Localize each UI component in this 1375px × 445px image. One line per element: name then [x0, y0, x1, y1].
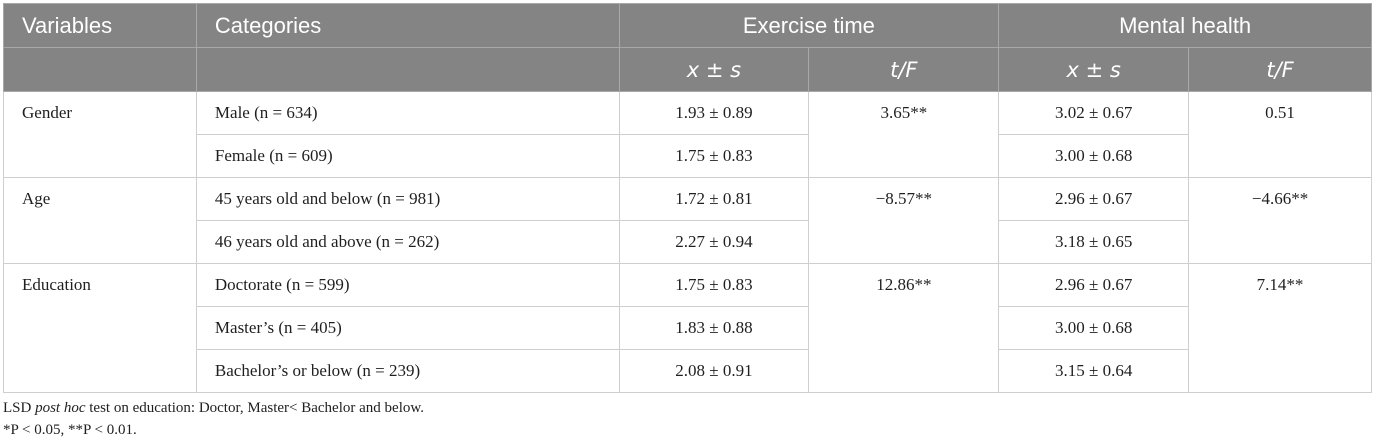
- header-exercise-mean: x ± s: [618, 47, 810, 92]
- mental-stat-cell: −4.66**: [1188, 177, 1372, 264]
- table-footnotes: LSD post hoc test on education: Doctor, …: [3, 397, 424, 441]
- table-row: Age 45 years old and below (n = 981) 1.7…: [3, 177, 1372, 264]
- mental-stat-cell: 0.51: [1188, 91, 1372, 178]
- table-row: Education Doctorate (n = 599) 1.75 ± 0.8…: [3, 263, 1372, 393]
- footnote-posthoc: LSD post hoc test on education: Doctor, …: [3, 397, 424, 419]
- table-body: Gender Male (n = 634) 1.93 ± 0.89 3.65**…: [3, 91, 1372, 393]
- mental-value-cell: 2.96 ± 0.67: [998, 263, 1190, 307]
- table-row: 46 years old and above (n = 262) 2.27 ± …: [4, 220, 1372, 264]
- exercise-value-cell: 1.72 ± 0.81: [618, 177, 810, 221]
- header-mental-mean: x ± s: [998, 47, 1190, 92]
- mental-stat-cell: 7.14**: [1188, 263, 1372, 393]
- exercise-stat-cell: 12.86**: [808, 263, 1000, 393]
- exercise-value-cell: 1.75 ± 0.83: [618, 263, 810, 307]
- category-cell: Master’s (n = 405): [195, 306, 620, 350]
- variable-cell: Gender: [3, 91, 197, 178]
- mental-value-cell: 3.00 ± 0.68: [998, 134, 1190, 178]
- header-variables: Variables: [3, 3, 197, 48]
- category-cell: Bachelor’s or below (n = 239): [195, 349, 620, 393]
- category-cell: 46 years old and above (n = 262): [195, 220, 620, 264]
- header-exercise-stat: t/F: [808, 47, 1000, 92]
- footnote-text: LSD: [3, 400, 36, 416]
- mental-value-cell: 3.15 ± 0.64: [998, 349, 1190, 393]
- header-categories: Categories: [195, 3, 620, 48]
- category-cell: Female (n = 609): [195, 134, 620, 178]
- footnote-emphasis: post hoc: [35, 400, 86, 416]
- table-row: Master’s (n = 405) 1.83 ± 0.88 3.00 ± 0.…: [4, 306, 1372, 350]
- exercise-stat-cell: 3.65**: [808, 91, 1000, 178]
- exercise-stat-cell: −8.57**: [808, 177, 1000, 264]
- variable-cell: Age: [3, 177, 197, 264]
- header-blank-1: [3, 47, 197, 92]
- exercise-value-cell: 1.83 ± 0.88: [618, 306, 810, 350]
- table-header: Variables Categories Exercise time Menta…: [3, 3, 1372, 92]
- table-row: Gender Male (n = 634) 1.93 ± 0.89 3.65**…: [3, 91, 1372, 178]
- footnote-significance: *P < 0.05, **P < 0.01.: [3, 422, 137, 438]
- mental-value-cell: 3.00 ± 0.68: [998, 306, 1190, 350]
- results-table: Variables Categories Exercise time Menta…: [3, 3, 1372, 393]
- category-cell: 45 years old and below (n = 981): [195, 177, 620, 221]
- table-row: Female (n = 609) 1.75 ± 0.83 3.00 ± 0.68: [4, 134, 1372, 178]
- header-mental-stat: t/F: [1188, 47, 1372, 92]
- exercise-value-cell: 2.08 ± 0.91: [618, 349, 810, 393]
- category-cell: Male (n = 634): [195, 91, 620, 135]
- exercise-value-cell: 1.75 ± 0.83: [618, 134, 810, 178]
- header-mental-health: Mental health: [998, 3, 1372, 48]
- mental-value-cell: 3.18 ± 0.65: [998, 220, 1190, 264]
- mental-value-cell: 3.02 ± 0.67: [998, 91, 1190, 135]
- footnote-text: test on education: Doctor, Master< Bache…: [85, 400, 424, 416]
- exercise-value-cell: 1.93 ± 0.89: [618, 91, 810, 135]
- table-row: Bachelor’s or below (n = 239) 2.08 ± 0.9…: [4, 349, 1372, 393]
- category-cell: Doctorate (n = 599): [195, 263, 620, 307]
- exercise-value-cell: 2.27 ± 0.94: [618, 220, 810, 264]
- header-blank-2: [195, 47, 620, 92]
- mental-value-cell: 2.96 ± 0.67: [998, 177, 1190, 221]
- header-exercise-time: Exercise time: [618, 3, 1000, 48]
- variable-cell: Education: [3, 263, 197, 393]
